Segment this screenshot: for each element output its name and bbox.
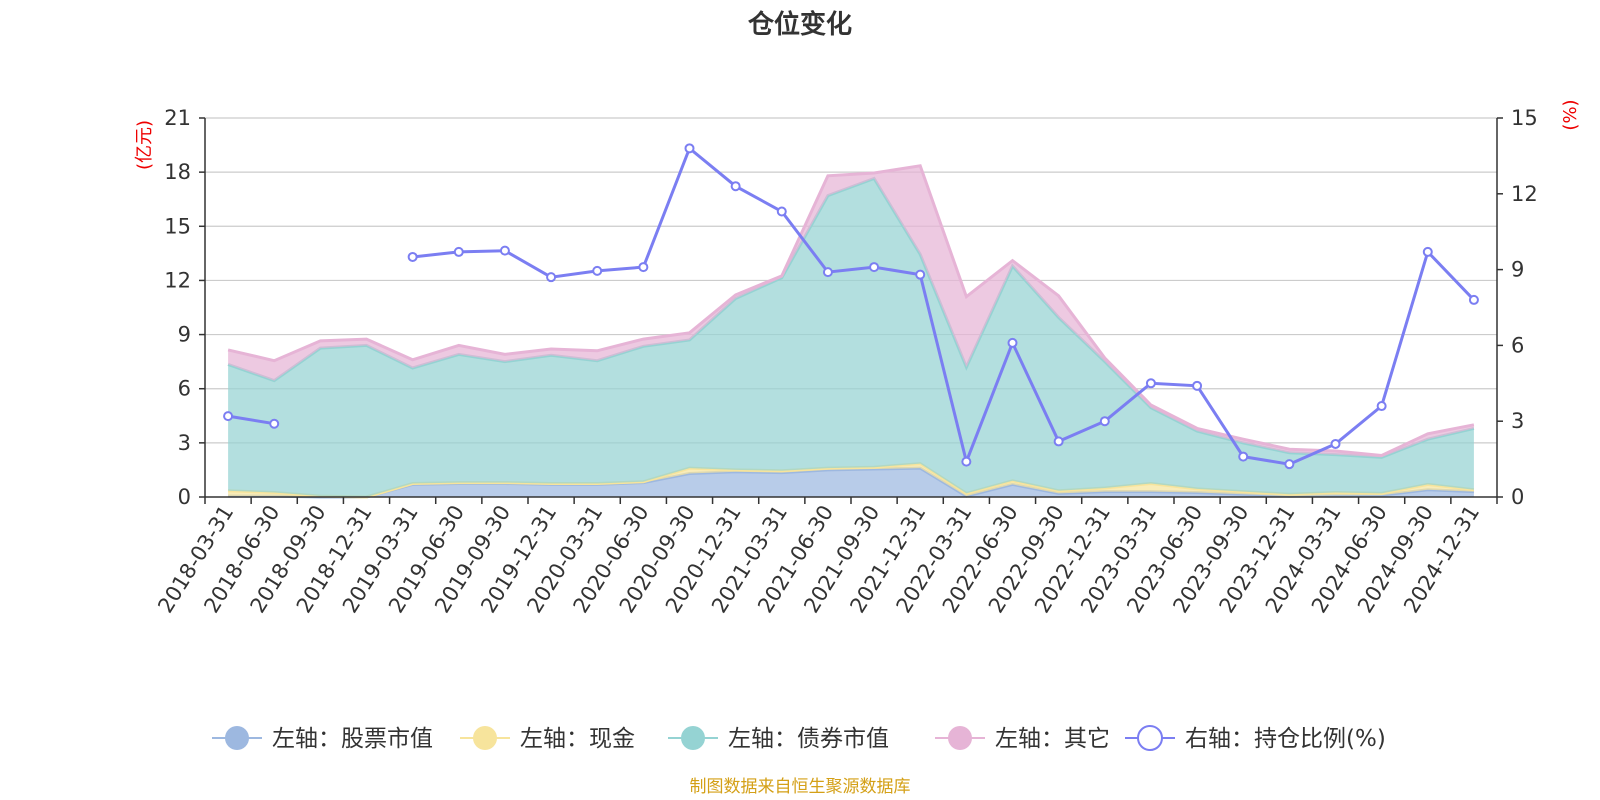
ratio-line-series <box>223 143 1479 470</box>
area-edge-other <box>227 164 1475 458</box>
legend-marker <box>473 726 497 750</box>
area-stock <box>228 468 1474 497</box>
legend-label: 左轴：债券市值 <box>728 726 889 752</box>
left-tick-label: 21 <box>164 106 191 130</box>
ratio-point <box>1330 438 1341 449</box>
ratio-point <box>1238 451 1249 462</box>
ratio-point <box>1422 246 1433 257</box>
area-bond <box>228 178 1474 497</box>
ratio-point <box>499 245 510 256</box>
ratio-line-segment <box>227 414 275 426</box>
ratio-point <box>822 267 833 278</box>
ratio-point <box>1468 294 1479 305</box>
ratio-point <box>407 251 418 262</box>
ratio-point <box>1192 380 1203 391</box>
ratio-point <box>453 246 464 257</box>
legend-item-stock[interactable]: 左轴：股票市值 <box>212 726 433 752</box>
legend-marker <box>1137 725 1163 751</box>
ratio-point <box>961 456 972 467</box>
legend-label: 左轴：现金 <box>520 726 635 752</box>
ratio-point <box>1145 378 1156 389</box>
legend-label: 左轴：其它 <box>995 726 1110 752</box>
ratio-point <box>1007 337 1018 348</box>
left-tick-label: 6 <box>178 377 191 401</box>
chart-title: 仓位变化 <box>747 9 852 40</box>
source-note: 制图数据来自恒生聚源数据库 <box>690 777 911 797</box>
left-tick-label: 18 <box>164 160 191 184</box>
ratio-point <box>223 411 234 422</box>
ratio-point <box>776 206 787 217</box>
right-tick-label: 15 <box>1511 106 1538 130</box>
ratio-point <box>546 272 557 283</box>
legend[interactable]: 左轴：股票市值 左轴：现金 左轴：债券市值 左轴：其它 右轴：持仓比例(%) <box>212 725 1386 752</box>
right-tick-label: 0 <box>1511 485 1524 509</box>
right-tick-label: 3 <box>1511 409 1524 433</box>
right-tick-label: 6 <box>1511 333 1524 357</box>
left-tick-label: 9 <box>178 323 191 347</box>
ratio-point <box>869 262 880 273</box>
right-tick-label: 12 <box>1511 182 1538 206</box>
left-tick-label: 3 <box>178 431 191 455</box>
ratio-point <box>638 262 649 273</box>
stacked-areas <box>227 164 1475 499</box>
legend-item-bond[interactable]: 左轴：债券市值 <box>668 726 889 752</box>
legend-item-cash[interactable]: 左轴：现金 <box>460 726 635 752</box>
legend-marker <box>948 726 972 750</box>
ratio-point <box>1376 401 1387 412</box>
left-tick-label: 15 <box>164 214 191 238</box>
ratio-point <box>269 418 280 429</box>
left-tick-label: 12 <box>164 268 191 292</box>
ratio-point <box>684 143 695 154</box>
ratio-point <box>592 265 603 276</box>
ratio-point <box>1099 416 1110 427</box>
legend-label: 左轴：股票市值 <box>272 726 433 752</box>
legend-marker <box>681 726 705 750</box>
ratio-point <box>1053 436 1064 447</box>
legend-item-other[interactable]: 左轴：其它 <box>935 726 1110 752</box>
legend-label: 右轴：持仓比例(%) <box>1185 726 1386 752</box>
ratio-point <box>915 269 926 280</box>
left-axis-unit: (亿元) <box>134 120 155 170</box>
legend-item-ratio[interactable]: 右轴：持仓比例(%) <box>1125 725 1386 752</box>
right-axis-unit: (%) <box>1560 99 1581 130</box>
legend-marker <box>225 726 249 750</box>
area-cash <box>228 463 1474 497</box>
ratio-point <box>1284 459 1295 470</box>
right-tick-label: 9 <box>1511 258 1524 282</box>
left-tick-label: 0 <box>178 485 191 509</box>
ratio-point <box>730 181 741 192</box>
ratio-line-segment <box>412 145 1475 467</box>
